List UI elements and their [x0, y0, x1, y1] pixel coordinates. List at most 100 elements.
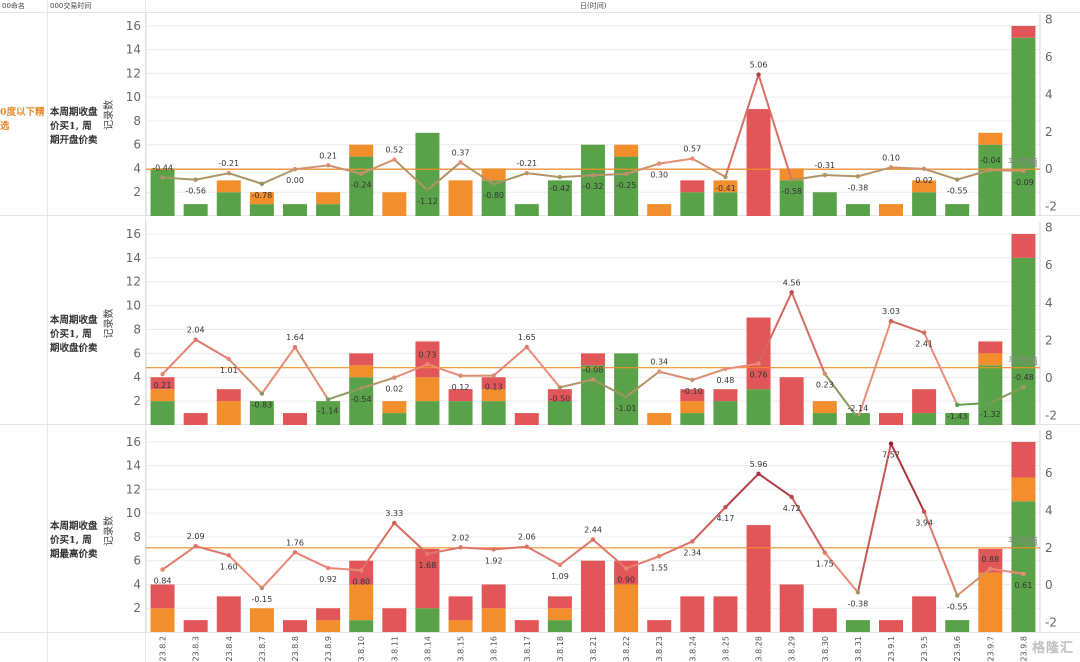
- bar-segment: [415, 548, 440, 609]
- bar-segment: [581, 560, 605, 632]
- line-point: [557, 174, 563, 180]
- data-label: -0.55: [947, 603, 968, 612]
- bar-segment: [978, 341, 1003, 354]
- bar-segment: [216, 389, 241, 402]
- line-point: [226, 356, 231, 362]
- bar-segment: [647, 413, 672, 425]
- x-tick-label: 23.8.31: [854, 636, 863, 662]
- x-tick-label: 23.8.28: [755, 636, 764, 662]
- data-label: 0.80: [352, 577, 370, 586]
- bar-segment: [912, 596, 937, 632]
- line-segment: [260, 168, 296, 185]
- line-point: [491, 373, 496, 378]
- bar-segment: [614, 353, 639, 425]
- bar-segment: [978, 572, 1003, 632]
- line-point: [789, 290, 794, 295]
- x-tick-label: 23.8.10: [357, 636, 366, 662]
- line-segment: [923, 331, 959, 406]
- bar-segment: [547, 596, 572, 609]
- line-segment: [558, 378, 594, 389]
- line-point: [822, 550, 827, 555]
- line-point: [425, 187, 430, 193]
- line-point: [623, 394, 629, 400]
- bar-segment: [283, 413, 307, 425]
- line-point: [392, 375, 397, 380]
- line-segment: [426, 546, 462, 555]
- line-segment: [161, 338, 197, 376]
- y-tick-label: 14: [126, 459, 141, 473]
- x-tick-label: 23.9.6: [953, 636, 962, 661]
- line-segment: [625, 370, 661, 398]
- data-label: -0.08: [583, 366, 604, 375]
- line-point: [855, 416, 861, 421]
- data-label: 0.88: [981, 555, 999, 564]
- x-tick-label: 23.9.8: [1019, 636, 1028, 661]
- bar-segment: [1011, 233, 1036, 258]
- bar-segment: [349, 144, 374, 157]
- row-label: 0度以下精选: [0, 107, 45, 132]
- line-segment: [691, 506, 727, 543]
- y-tick-label: 12: [126, 482, 141, 496]
- y2-tick-label: -2: [1045, 616, 1057, 630]
- bar-segment: [581, 353, 605, 366]
- line-segment: [592, 538, 628, 570]
- line-segment: [890, 442, 926, 513]
- line-segment: [757, 472, 793, 498]
- watermark: 格隆汇: [1031, 641, 1074, 656]
- bar-segment: [978, 365, 1003, 425]
- bar-segment: [216, 596, 241, 632]
- bar-segment: [415, 132, 440, 216]
- line-segment: [823, 551, 859, 594]
- x-tick-label: 23.8.21: [589, 636, 598, 662]
- line-segment: [360, 158, 396, 175]
- line-point: [690, 156, 695, 161]
- line-segment: [592, 378, 628, 398]
- data-label: 1.65: [518, 333, 536, 342]
- bar-segment: [978, 144, 1003, 216]
- y2-tick-label: 4: [1045, 503, 1053, 517]
- data-label: -0.80: [483, 191, 504, 200]
- line-segment: [956, 567, 992, 597]
- line-point: [657, 554, 662, 559]
- line-segment: [525, 345, 561, 389]
- line-point: [690, 539, 695, 544]
- bar-segment: [349, 353, 374, 366]
- bar-segment: [316, 204, 341, 216]
- x-tick-label: 23.8.3: [192, 636, 201, 661]
- y2-tick-label: 2: [1045, 541, 1053, 555]
- panel-label-3: 本周期收盘价买1, 周期最高价卖: [50, 521, 98, 560]
- line-segment: [525, 172, 561, 179]
- line-segment: [360, 521, 396, 572]
- data-label: 2.06: [518, 533, 536, 542]
- bar-segment: [547, 180, 572, 216]
- y-tick-label: 12: [126, 66, 141, 80]
- bar-segment: [945, 620, 970, 632]
- bar-segment: [382, 608, 407, 632]
- bar-segment: [349, 365, 374, 378]
- line-point: [392, 520, 397, 526]
- line-segment: [724, 362, 760, 370]
- data-label: -1.43: [947, 412, 968, 421]
- line-segment: [823, 174, 859, 178]
- bar-segment: [514, 413, 539, 425]
- line-point: [226, 170, 231, 176]
- bar-segment: [481, 168, 506, 181]
- line-segment: [393, 158, 429, 192]
- bar-segment: [448, 596, 473, 621]
- y-tick-label: 2: [133, 394, 141, 408]
- line-segment: [492, 545, 528, 551]
- bar-segment: [879, 620, 903, 632]
- data-label: 0.23: [816, 381, 834, 390]
- panel-separator: [0, 424, 1080, 425]
- data-label: 3.03: [882, 307, 900, 316]
- bar-segment: [647, 620, 672, 632]
- line-segment: [459, 546, 495, 551]
- line-segment: [260, 551, 296, 590]
- line-segment: [426, 161, 462, 192]
- data-label: 0.13: [485, 383, 503, 392]
- panel-separator: [0, 632, 1080, 633]
- bar-segment: [746, 317, 771, 390]
- bar-segment: [514, 204, 539, 216]
- line-point: [259, 181, 265, 187]
- line-segment: [393, 521, 429, 555]
